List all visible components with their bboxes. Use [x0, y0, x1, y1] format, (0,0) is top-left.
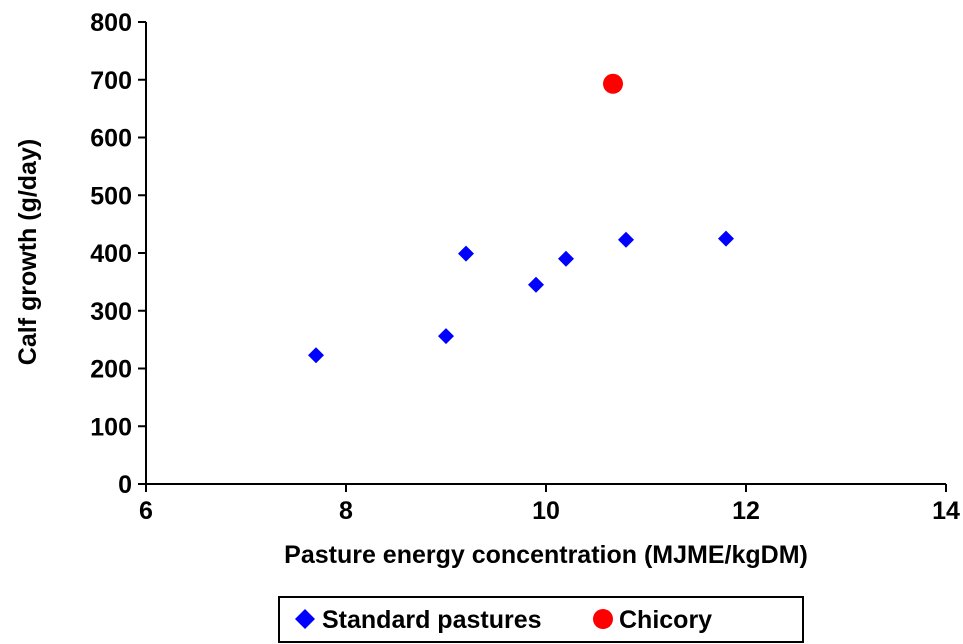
y-tick-label: 200 — [90, 356, 132, 384]
data-point-standard-pastures — [618, 231, 634, 248]
y-tick-label: 300 — [90, 298, 132, 326]
x-tick-label: 10 — [532, 497, 560, 525]
x-tick-label: 6 — [139, 497, 153, 525]
x-ticks: 6 8 10 12 14 — [139, 484, 960, 525]
x-tick-label: 8 — [339, 497, 353, 525]
y-tick-label: 500 — [90, 182, 132, 210]
x-axis-title: Pasture energy concentration (MJME/kgDM) — [284, 541, 808, 569]
y-ticks: 0 100 200 300 400 500 600 700 800 — [90, 9, 146, 499]
y-tick-label: 800 — [90, 9, 132, 37]
y-tick-label: 600 — [90, 125, 132, 153]
legend-marker-standard-pastures — [295, 609, 315, 629]
y-tick-label: 0 — [118, 471, 132, 499]
data-point-standard-pastures — [528, 276, 544, 293]
data-point-standard-pastures — [438, 328, 454, 345]
y-axis-title: Calf growth (g/day) — [14, 139, 42, 365]
data-point-standard-pastures — [558, 250, 574, 267]
legend-marker-chicory — [593, 609, 613, 629]
data-point-standard-pastures — [458, 245, 474, 262]
legend-label-chicory: Chicory — [619, 606, 712, 634]
legend-box — [278, 596, 804, 643]
y-tick-label: 400 — [90, 240, 132, 268]
x-tick-label: 12 — [732, 497, 760, 525]
legend: Standard pastures Chicory — [278, 596, 804, 643]
legend-label-standard-pastures: Standard pastures — [322, 606, 542, 634]
plot-area: 0 100 200 300 400 500 600 700 800 6 8 10 12 14 — [90, 9, 960, 525]
data-point-chicory — [603, 73, 623, 94]
y-tick-label: 100 — [90, 413, 132, 441]
data-points — [308, 73, 734, 364]
data-point-standard-pastures — [718, 230, 734, 247]
x-tick-label: 14 — [932, 497, 960, 525]
y-tick-label: 700 — [90, 67, 132, 95]
data-point-standard-pastures — [308, 347, 324, 364]
